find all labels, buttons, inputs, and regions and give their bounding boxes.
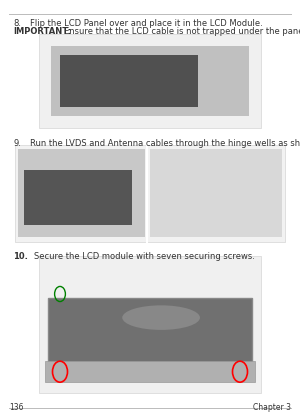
Text: 10.: 10. xyxy=(14,252,28,261)
Bar xyxy=(39,256,261,393)
Text: IMPORTANT:: IMPORTANT: xyxy=(14,27,71,36)
Bar xyxy=(45,361,255,382)
Text: Run the LVDS and Antenna cables through the hinge wells as shown.: Run the LVDS and Antenna cables through … xyxy=(30,139,300,147)
Text: 136: 136 xyxy=(9,404,23,412)
Ellipse shape xyxy=(122,305,200,330)
Bar xyxy=(48,298,252,368)
Text: Ensure that the LCD cable is not trapped under the panel.: Ensure that the LCD cable is not trapped… xyxy=(64,27,300,36)
Text: Flip the LCD Panel over and place it in the LCD Module.: Flip the LCD Panel over and place it in … xyxy=(30,19,263,28)
Bar xyxy=(60,55,198,107)
Text: 8.: 8. xyxy=(14,19,22,28)
Bar xyxy=(15,145,285,241)
Bar xyxy=(18,149,145,237)
Bar xyxy=(24,170,132,225)
Bar xyxy=(150,149,282,237)
Bar xyxy=(51,46,249,116)
Bar xyxy=(39,34,261,128)
Text: Chapter 3: Chapter 3 xyxy=(253,404,291,412)
Text: Secure the LCD module with seven securing screws.: Secure the LCD module with seven securin… xyxy=(34,252,255,261)
Text: 9.: 9. xyxy=(14,139,21,147)
